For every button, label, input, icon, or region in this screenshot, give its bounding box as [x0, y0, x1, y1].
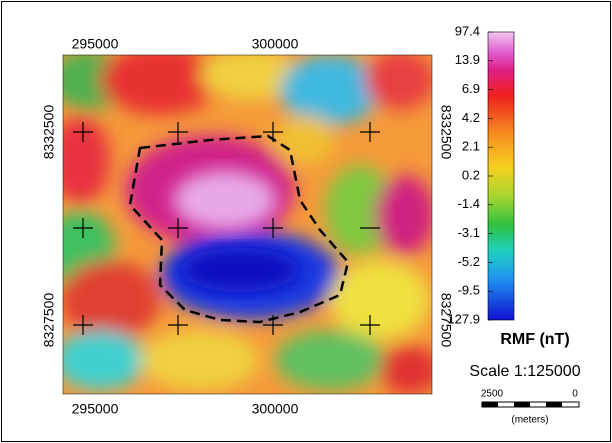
colorbar-label: -3.1 — [458, 225, 480, 240]
scale-right-label: 0 — [572, 389, 578, 400]
top-coordinate: 300000 — [252, 36, 299, 52]
scale-bar — [482, 402, 579, 407]
colorbar-label: 0.2 — [462, 167, 480, 182]
left-coordinate: 8327500 — [41, 293, 57, 348]
colorbar-label: -9.5 — [458, 283, 480, 298]
colorbar-label: 6.9 — [462, 81, 480, 96]
anomaly-raster — [45, 45, 440, 395]
colorbar-label: 97.4 — [455, 23, 480, 38]
bottom-coordinate: 295000 — [72, 401, 119, 417]
map-figure: 295000 300000 295000 300000 8332500 8327… — [0, 0, 612, 443]
scale-title: Scale 1:125000 — [469, 363, 580, 380]
scale-unit: (meters) — [511, 415, 548, 426]
left-coordinate: 8332500 — [41, 105, 57, 160]
colorbar-label: -127.9 — [443, 311, 480, 326]
scale-left-label: 2500 — [481, 389, 504, 400]
colorbar-label: -1.4 — [458, 196, 480, 211]
colorbar-label: 13.9 — [455, 52, 480, 67]
colorbar-label: -5.2 — [458, 254, 480, 269]
top-coordinate: 295000 — [72, 36, 119, 52]
colorbar-label: 2.1 — [462, 139, 480, 154]
bottom-coordinate: 300000 — [252, 401, 299, 417]
right-coordinate: 8332500 — [438, 105, 454, 160]
colorbar-title: RMF (nT) — [500, 331, 569, 348]
colorbar-label: 4.2 — [462, 110, 480, 125]
